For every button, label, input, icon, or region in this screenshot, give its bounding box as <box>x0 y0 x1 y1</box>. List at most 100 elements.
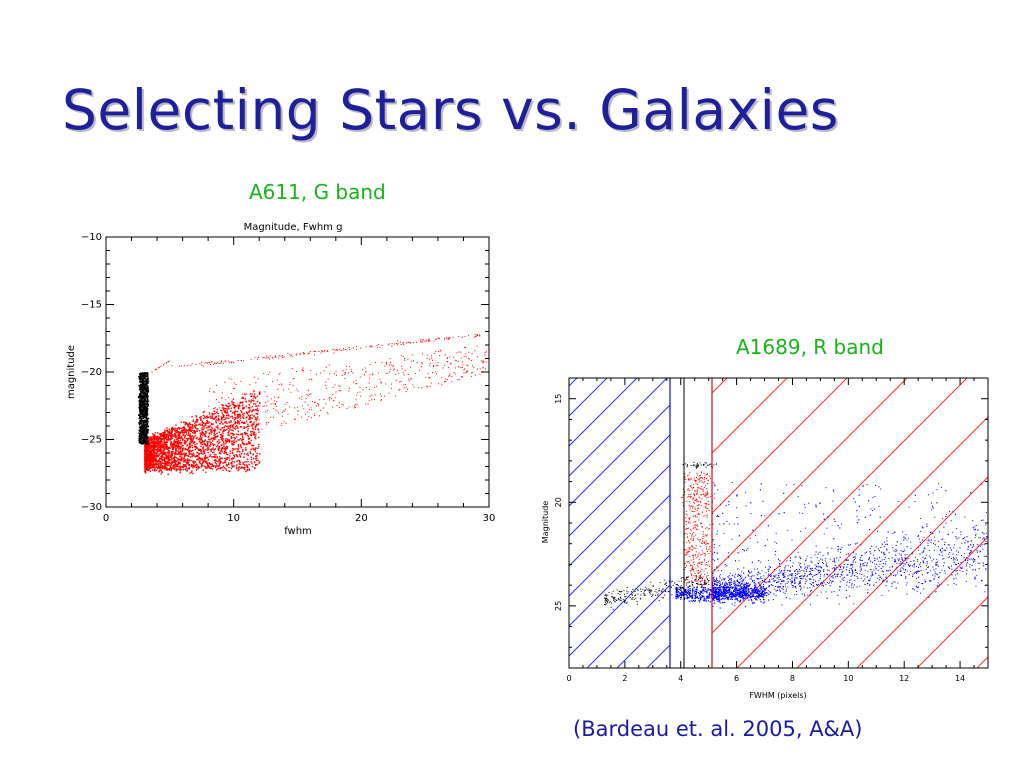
galaxy-point <box>249 414 252 417</box>
galaxy-point <box>338 402 340 404</box>
galaxy-point <box>173 463 176 465</box>
galaxy-point <box>226 417 228 419</box>
galaxy-point <box>212 418 215 420</box>
galaxy-point <box>214 430 216 433</box>
galaxy-point <box>231 443 233 446</box>
galaxy-point <box>310 407 312 409</box>
star-point <box>142 382 145 384</box>
star-point <box>147 400 150 402</box>
galaxy-point <box>163 438 165 441</box>
galaxy-point <box>219 434 222 436</box>
star-point <box>142 375 144 378</box>
galaxy-point <box>167 448 170 450</box>
galaxy-point <box>155 460 158 462</box>
galaxy-point <box>211 443 213 445</box>
galaxy-point <box>160 437 163 440</box>
galaxy-point <box>223 410 225 412</box>
galaxy-point <box>151 440 153 442</box>
galaxy-point <box>453 371 455 373</box>
galaxy-point <box>174 429 176 432</box>
galaxy-point <box>215 454 217 456</box>
galaxy-point <box>215 436 217 438</box>
galaxy-point <box>155 459 158 461</box>
galaxy-point <box>224 411 226 414</box>
galaxy-point <box>234 418 237 420</box>
galaxy-point <box>421 387 423 389</box>
galaxy-point <box>308 408 310 410</box>
star-point <box>141 390 144 393</box>
galaxy-point <box>280 424 282 426</box>
galaxy-point <box>189 423 192 426</box>
star-point <box>140 384 143 386</box>
galaxy-point <box>214 466 217 469</box>
star-point <box>140 404 142 406</box>
galaxy-point <box>428 376 430 378</box>
galaxy-point <box>174 452 176 455</box>
galaxy-point <box>251 465 254 468</box>
star-point <box>140 408 142 411</box>
star-point <box>145 396 148 399</box>
galaxy-point <box>237 417 239 419</box>
galaxy-point <box>224 425 227 427</box>
galaxy-point <box>183 452 185 454</box>
galaxy-point <box>283 410 285 412</box>
galaxy-point <box>435 338 437 340</box>
galaxy-point <box>241 404 244 406</box>
star-point <box>145 429 147 431</box>
galaxy-point <box>194 425 196 428</box>
galaxy-point <box>229 404 231 407</box>
galaxy-point <box>168 457 171 459</box>
galaxy-point <box>209 441 211 443</box>
galaxy-point <box>268 358 270 360</box>
galaxy-point <box>183 436 186 438</box>
galaxy-point <box>208 433 211 435</box>
galaxy-point <box>191 439 193 441</box>
y-tick-label: −30 <box>81 502 102 513</box>
galaxy-point <box>292 356 294 358</box>
galaxy-point <box>213 391 215 393</box>
star-point <box>146 394 148 396</box>
galaxy-point <box>202 422 205 424</box>
galaxy-point <box>243 456 245 459</box>
galaxy-point <box>222 404 225 407</box>
galaxy-point <box>385 363 387 365</box>
galaxy-point <box>254 450 257 453</box>
galaxy-point <box>467 365 469 367</box>
galaxy-point <box>146 459 149 461</box>
galaxy-point <box>168 428 171 431</box>
galaxy-point <box>360 347 362 349</box>
galaxy-point <box>219 428 221 430</box>
galaxy-point <box>242 408 245 410</box>
galaxy-point <box>190 459 192 462</box>
star-point <box>145 437 147 440</box>
galaxy-point <box>218 362 220 364</box>
galaxy-point <box>181 430 183 432</box>
galaxy-point <box>151 438 153 440</box>
galaxy-point <box>237 447 240 449</box>
galaxy-point <box>170 438 172 440</box>
galaxy-point <box>381 344 383 346</box>
galaxy-point <box>195 363 197 365</box>
galaxy-point <box>251 427 254 429</box>
x-tick-label: 0 <box>103 513 109 524</box>
galaxy-point <box>356 348 358 350</box>
galaxy-point <box>303 408 305 410</box>
x-axis-label: fwhm <box>284 526 312 537</box>
galaxy-point <box>203 428 205 430</box>
galaxy-point <box>156 368 158 370</box>
star-point <box>145 434 148 436</box>
galaxy-point <box>188 444 190 446</box>
galaxy-point <box>148 451 150 453</box>
galaxy-point <box>454 367 456 369</box>
galaxy-point <box>204 424 207 426</box>
galaxy-point <box>237 467 240 469</box>
galaxy-point <box>228 434 230 436</box>
galaxy-point <box>146 464 149 467</box>
galaxy-point <box>166 433 168 435</box>
galaxy-point <box>220 448 223 450</box>
galaxy-point <box>388 343 390 345</box>
galaxy-point <box>253 434 256 436</box>
star-point <box>146 395 149 398</box>
galaxy-point <box>449 337 451 339</box>
star-point <box>140 426 143 429</box>
